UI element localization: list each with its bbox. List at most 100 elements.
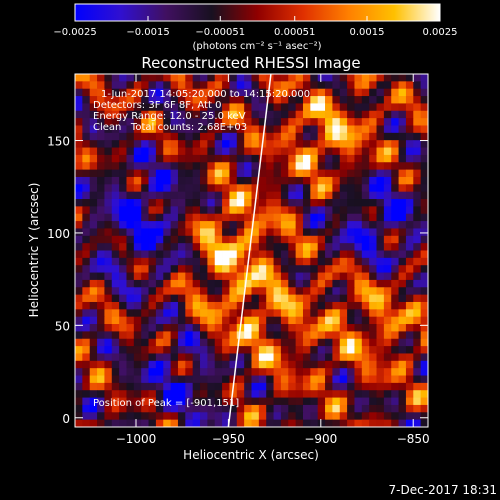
heatmap-cell [369,147,377,156]
heatmap-cell [177,404,186,413]
heatmap-cell [369,140,377,148]
heatmap-cell [332,324,341,332]
heatmap-cell [420,213,428,222]
heatmap-cell [383,74,392,82]
heatmap-cell [155,235,164,244]
heatmap-cell [273,338,282,347]
heatmap-cell [354,257,363,266]
heatmap-cell [347,199,355,207]
heatmap-cell [295,257,304,266]
heatmap-cell [369,125,377,134]
heatmap-cell [75,360,83,369]
heatmap-cell [420,360,428,369]
heatmap-cell [82,243,91,251]
heatmap-cell [222,346,230,354]
heatmap-cell [339,353,348,362]
heatmap-cell [236,353,245,362]
heatmap-cell [295,243,304,251]
heatmap-cell [222,316,230,325]
heatmap-cell [383,412,392,421]
heatmap-cell [104,88,113,97]
chart-title: Reconstructed RHESSI Image [141,54,360,72]
heatmap-cell [288,103,297,112]
heatmap-cell [310,103,319,112]
heatmap-cell [133,154,142,163]
heatmap-cell [251,316,260,325]
heatmap-cell [376,360,385,369]
heatmap-cell [280,176,289,185]
heatmap-cell [391,250,399,259]
heatmap-cell [185,213,194,222]
heatmap-cell [207,412,216,421]
heatmap-cell [200,125,208,134]
heatmap-cell [258,110,267,119]
heatmap-cell [192,169,201,178]
heatmap-cell [317,162,326,170]
heatmap-cell [148,154,157,163]
heatmap-cell [200,243,208,251]
heatmap-cell [222,140,230,148]
heatmap-cell [192,191,201,200]
heatmap-cell [317,132,326,141]
heatmap-cell [236,221,245,229]
heatmap-cell [185,184,194,193]
colorbar-tick-label: −0.0015 [126,27,169,38]
heatmap-cell [413,368,422,376]
heatmap-cell [354,199,363,207]
heatmap-cell [251,301,260,310]
heatmap-cell [383,324,392,332]
heatmap-cell [332,213,341,222]
heatmap-cell [119,404,127,413]
heatmap-cell [200,169,208,178]
heatmap-cell [192,390,201,398]
heatmap-cell [273,390,282,398]
heatmap-cell [185,140,194,148]
heatmap-cell [317,199,326,207]
heatmap-cell [251,147,260,156]
heatmap-cell [332,147,341,156]
heatmap-cell [192,419,201,427]
heatmap-cell [141,140,149,148]
heatmap-cell [376,419,385,427]
heatmap-cell [163,74,171,82]
heatmap-cell [89,316,98,325]
heatmap-cell [111,301,120,310]
heatmap-cell [111,235,120,244]
heatmap-cell [82,316,91,325]
heatmap-cell [376,301,385,310]
heatmap-cell [148,176,157,185]
heatmap-cell [111,338,120,347]
heatmap-cell [310,88,319,97]
heatmap-cell [295,331,304,340]
heatmap-cell [104,257,113,266]
heatmap-cell [266,412,274,421]
heatmap-cell [104,110,113,119]
heatmap-cell [266,309,274,318]
heatmap-cell [75,338,83,347]
heatmap-cell [155,110,164,119]
heatmap-cell [185,125,194,134]
heatmap-cell [325,169,333,178]
heatmap-cell [185,346,194,354]
heatmap-cell [207,390,216,398]
heatmap-cell [376,88,385,97]
heatmap-cell [192,176,201,185]
heatmap-cell [236,235,245,244]
heatmap-cell [177,81,186,90]
heatmap-cell [273,419,282,427]
heatmap-cell [273,176,282,185]
heatmap-cell [302,272,311,281]
heatmap-cell [119,118,127,126]
heatmap-cell [361,404,370,413]
heatmap-cell [391,118,399,126]
heatmap-cell [347,279,355,288]
heatmap-cell [310,346,319,354]
heatmap-cell [391,169,399,178]
heatmap-cell [148,294,157,303]
heatmap-cell [141,96,149,104]
heatmap-cell [288,176,297,185]
heatmap-cell [82,235,91,244]
heatmap-cell [229,213,238,222]
heatmap-cell [170,96,179,104]
heatmap-cell [332,353,341,362]
